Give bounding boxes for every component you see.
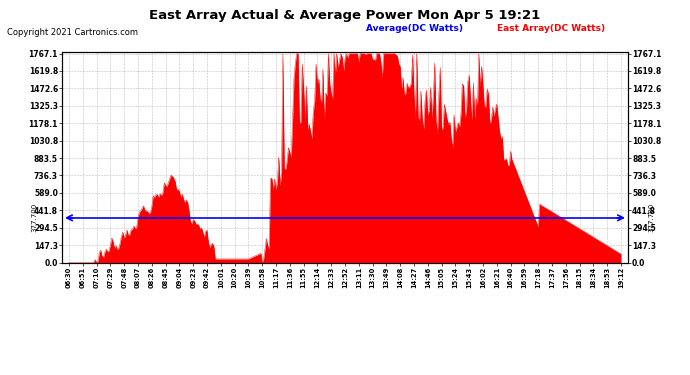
Text: East Array Actual & Average Power Mon Apr 5 19:21: East Array Actual & Average Power Mon Ap… [149, 9, 541, 22]
Text: Average(DC Watts): Average(DC Watts) [366, 24, 463, 33]
Text: 377.700: 377.700 [649, 203, 654, 232]
Text: East Array(DC Watts): East Array(DC Watts) [497, 24, 605, 33]
Text: 377.700: 377.700 [32, 203, 37, 232]
Text: Copyright 2021 Cartronics.com: Copyright 2021 Cartronics.com [7, 28, 138, 37]
